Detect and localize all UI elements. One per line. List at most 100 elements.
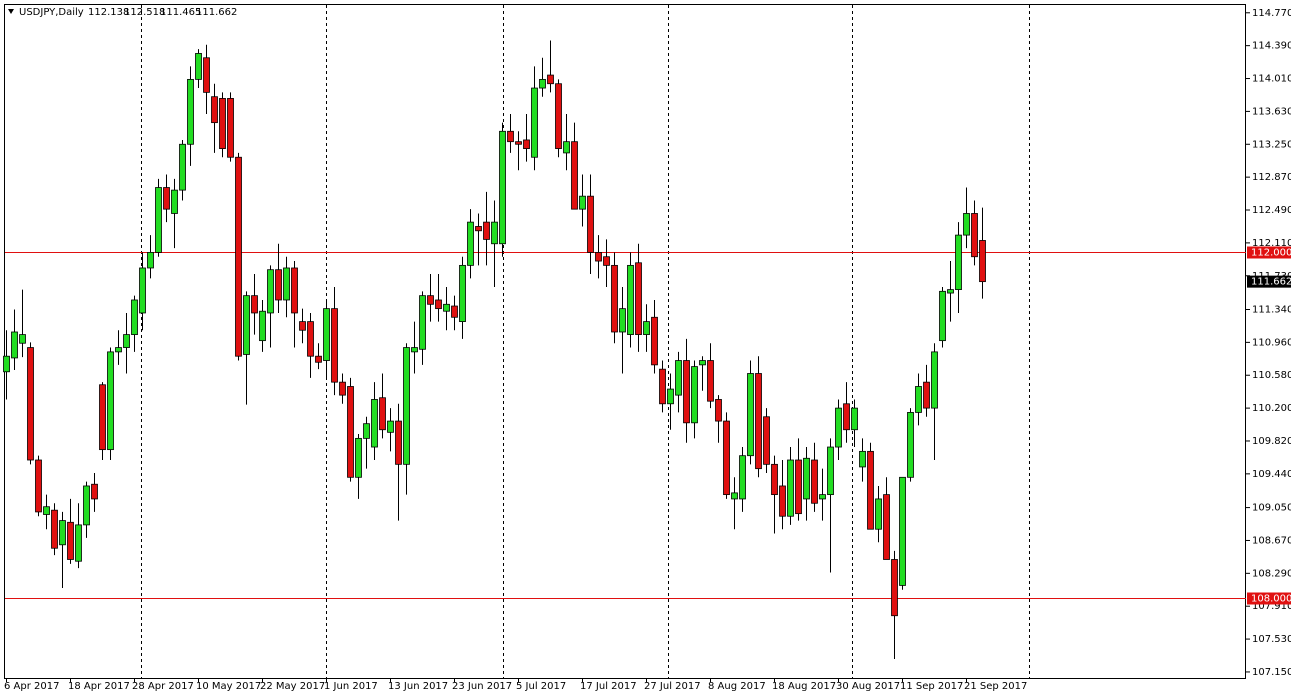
candle-body bbox=[331, 308, 338, 383]
candle-body bbox=[395, 420, 402, 465]
candle-body bbox=[315, 355, 322, 363]
candle-body bbox=[659, 368, 666, 405]
candle-body bbox=[371, 399, 378, 448]
x-tick-label: 18 Aug 2017 bbox=[772, 681, 836, 692]
last-price-label: 111.662 bbox=[1251, 277, 1291, 288]
candle-body bbox=[131, 299, 138, 335]
candle-body bbox=[803, 457, 810, 500]
candle-body bbox=[539, 78, 546, 89]
candle-body bbox=[571, 141, 578, 210]
y-tick-label: 110.200 bbox=[1252, 403, 1291, 414]
candle-body bbox=[227, 98, 234, 158]
y-tick-label: 113.250 bbox=[1252, 139, 1291, 150]
candle-body bbox=[403, 347, 410, 465]
candle-body bbox=[51, 509, 58, 549]
candle-body bbox=[187, 78, 194, 145]
last-price-box bbox=[1247, 275, 1291, 288]
candle-body bbox=[763, 416, 770, 465]
candle-body bbox=[587, 195, 594, 253]
candle-body bbox=[259, 310, 266, 342]
y-tick-label: 109.050 bbox=[1252, 503, 1291, 514]
candle-body bbox=[147, 252, 154, 269]
candle-body bbox=[323, 308, 330, 361]
x-tick-label: 30 Aug 2017 bbox=[836, 681, 900, 692]
candle-body bbox=[19, 334, 26, 344]
y-tick-label: 112.870 bbox=[1252, 172, 1291, 183]
candle-body bbox=[451, 305, 458, 318]
candle-body bbox=[547, 74, 554, 85]
header-close: 111.662 bbox=[196, 7, 237, 18]
candle-body bbox=[291, 267, 298, 314]
candle-body bbox=[75, 524, 82, 562]
candle-body bbox=[939, 290, 946, 342]
x-tick-label: 11 Sep 2017 bbox=[900, 681, 963, 692]
candle-body bbox=[771, 463, 778, 496]
x-tick-label: 23 Jun 2017 bbox=[452, 681, 512, 692]
y-tick-label: 111.340 bbox=[1252, 304, 1291, 315]
candle-body bbox=[779, 485, 786, 517]
candle-body bbox=[979, 240, 986, 283]
candle-body bbox=[579, 195, 586, 210]
candle-body bbox=[235, 156, 242, 357]
candle-body bbox=[531, 87, 538, 158]
candle-body bbox=[299, 321, 306, 331]
y-tick-label: 110.580 bbox=[1252, 370, 1291, 381]
candle-body bbox=[27, 347, 34, 461]
candle-body bbox=[691, 366, 698, 424]
candle-body bbox=[11, 331, 18, 359]
x-tick-label: 27 Jul 2017 bbox=[644, 681, 701, 692]
x-tick-label: 10 May 2017 bbox=[196, 681, 261, 692]
menu-triangle bbox=[8, 9, 14, 14]
candle-body bbox=[211, 96, 218, 124]
y-tick-label: 108.290 bbox=[1252, 568, 1291, 579]
candle-body bbox=[931, 351, 938, 409]
candle-body bbox=[467, 221, 474, 266]
candle-body bbox=[723, 420, 730, 496]
candle-body bbox=[523, 139, 530, 149]
candle-body bbox=[611, 264, 618, 333]
y-tick-label: 112.110 bbox=[1252, 238, 1291, 249]
candle-body bbox=[667, 388, 674, 405]
candle-body bbox=[851, 407, 858, 431]
candle-body bbox=[483, 221, 490, 240]
x-tick-label: 28 Apr 2017 bbox=[132, 681, 194, 692]
candle-body bbox=[123, 334, 130, 348]
candle-body bbox=[475, 226, 482, 232]
candle-body bbox=[363, 423, 370, 439]
candle-body bbox=[563, 141, 570, 154]
candle-body bbox=[91, 483, 98, 500]
plot-frame bbox=[4, 4, 1246, 679]
y-tick-label: 107.910 bbox=[1252, 601, 1291, 612]
candle-body bbox=[595, 252, 602, 262]
candle-body bbox=[867, 450, 874, 530]
x-tick-label: 21 Sep 2017 bbox=[964, 681, 1027, 692]
candle-body bbox=[43, 506, 50, 515]
candle-body bbox=[907, 412, 914, 478]
candle-body bbox=[971, 213, 978, 258]
candle-body bbox=[819, 494, 826, 500]
candle-body bbox=[35, 459, 42, 513]
candle-body bbox=[955, 234, 962, 290]
candle-body bbox=[619, 308, 626, 333]
candle-body bbox=[67, 521, 74, 560]
candle-body bbox=[891, 559, 898, 617]
candle-body bbox=[875, 498, 882, 530]
candle-body bbox=[99, 384, 106, 451]
candle-body bbox=[827, 446, 834, 496]
candle-body bbox=[307, 321, 314, 357]
header-low: 111.465 bbox=[160, 7, 201, 18]
y-tick-label: 109.820 bbox=[1252, 436, 1291, 447]
candle-body bbox=[243, 295, 250, 355]
y-tick-label: 110.960 bbox=[1252, 337, 1291, 348]
candle-body bbox=[683, 360, 690, 424]
candle-body bbox=[515, 141, 522, 145]
candle-body bbox=[643, 321, 650, 335]
candle-body bbox=[195, 53, 202, 80]
chart-title: USDJPY,Daily bbox=[19, 7, 84, 18]
candle-body bbox=[155, 187, 162, 253]
y-tick-label: 107.150 bbox=[1252, 667, 1291, 678]
candle-body bbox=[675, 360, 682, 396]
y-tick-label: 112.490 bbox=[1252, 205, 1291, 216]
candle-body bbox=[787, 459, 794, 517]
